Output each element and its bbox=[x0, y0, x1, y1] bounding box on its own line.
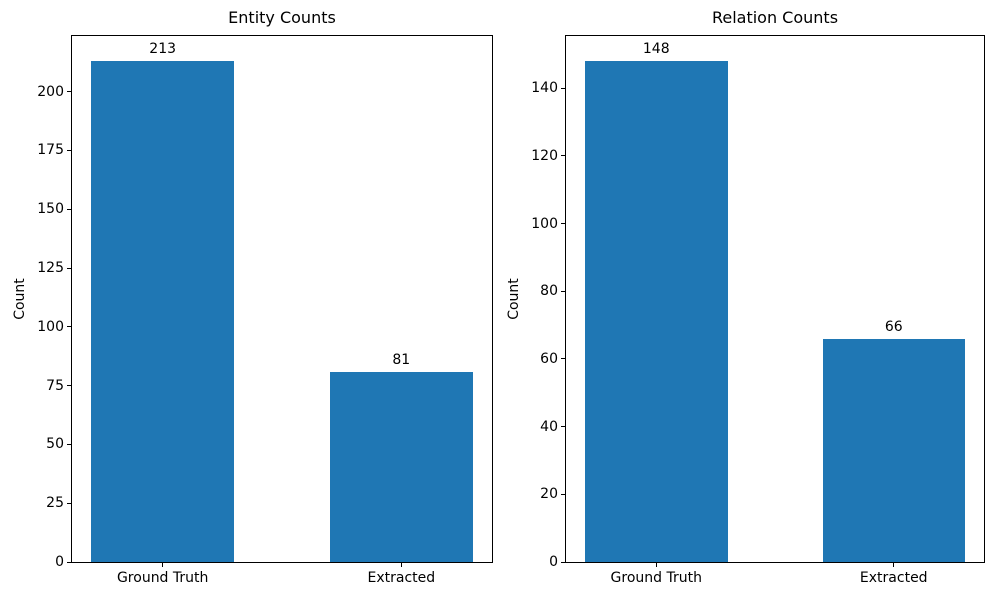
y-tick-mark bbox=[67, 267, 71, 269]
x-tick-label: Ground Truth bbox=[610, 570, 702, 586]
y-tick-mark bbox=[561, 493, 565, 495]
y-tick-label: 0 bbox=[55, 554, 64, 570]
bar-value-label: 213 bbox=[149, 41, 177, 58]
y-tick-mark bbox=[561, 87, 565, 89]
plot-area: 213 81 bbox=[71, 35, 493, 563]
y-tick-mark bbox=[67, 385, 71, 387]
y-tick-label: 50 bbox=[46, 436, 64, 453]
y-tick-label: 100 bbox=[37, 318, 64, 335]
y-tick-label: 25 bbox=[46, 495, 64, 512]
y-axis-label: Count bbox=[12, 278, 28, 320]
y-tick-mark bbox=[561, 561, 565, 563]
y-tick-mark bbox=[67, 561, 71, 563]
y-tick-label: 140 bbox=[531, 80, 558, 97]
y-tick-label: 120 bbox=[531, 147, 558, 164]
y-tick-mark bbox=[67, 91, 71, 93]
y-tick-label: 40 bbox=[540, 418, 558, 435]
y-tick-mark bbox=[561, 426, 565, 428]
y-tick-label: 0 bbox=[549, 554, 558, 570]
y-tick-mark bbox=[561, 358, 565, 360]
entity-counts-chart: Entity Counts Count 213 81 0 25 50 75 100 125 1… bbox=[12, 8, 493, 586]
y-tick-label: 175 bbox=[37, 142, 64, 159]
bar-value-label: 148 bbox=[642, 41, 670, 58]
y-tick-mark bbox=[561, 155, 565, 157]
x-tick-label: Extracted bbox=[367, 570, 436, 586]
y-tick-mark bbox=[67, 149, 71, 151]
y-tick-label: 125 bbox=[37, 260, 64, 276]
y-tick-mark bbox=[67, 326, 71, 328]
x-tick-mark bbox=[400, 563, 402, 567]
x-tick-label: Ground Truth bbox=[116, 570, 209, 586]
bar bbox=[585, 61, 728, 562]
y-tick-label: 100 bbox=[531, 215, 558, 232]
y-tick-mark bbox=[67, 443, 71, 445]
plot-area: 148 66 bbox=[565, 35, 985, 563]
x-tick-mark bbox=[162, 563, 164, 567]
bar bbox=[822, 338, 965, 562]
y-tick-label: 20 bbox=[540, 486, 558, 503]
y-tick-mark bbox=[67, 208, 71, 210]
relation-counts-chart: Relation Counts Count 148 66 0 20 40 60 80 100… bbox=[500, 0, 1000, 600]
y-tick-label: 60 bbox=[540, 350, 558, 367]
x-tick-label: Extracted bbox=[859, 570, 928, 586]
chart-title: Entity Counts bbox=[228, 8, 336, 27]
x-tick-mark bbox=[655, 563, 657, 567]
y-tick-mark bbox=[561, 290, 565, 292]
y-tick-label: 80 bbox=[540, 283, 558, 300]
bar bbox=[91, 61, 235, 562]
y-tick-mark bbox=[561, 223, 565, 225]
y-tick-label: 150 bbox=[37, 201, 64, 218]
chart-title: Relation Counts bbox=[711, 8, 839, 27]
bar-value-label: 66 bbox=[884, 318, 903, 335]
y-tick-label: 75 bbox=[46, 377, 64, 394]
y-tick-mark bbox=[67, 502, 71, 504]
bar bbox=[329, 371, 473, 562]
y-tick-label: 200 bbox=[37, 83, 64, 100]
x-tick-mark bbox=[893, 563, 895, 567]
bar-value-label: 81 bbox=[392, 351, 411, 368]
